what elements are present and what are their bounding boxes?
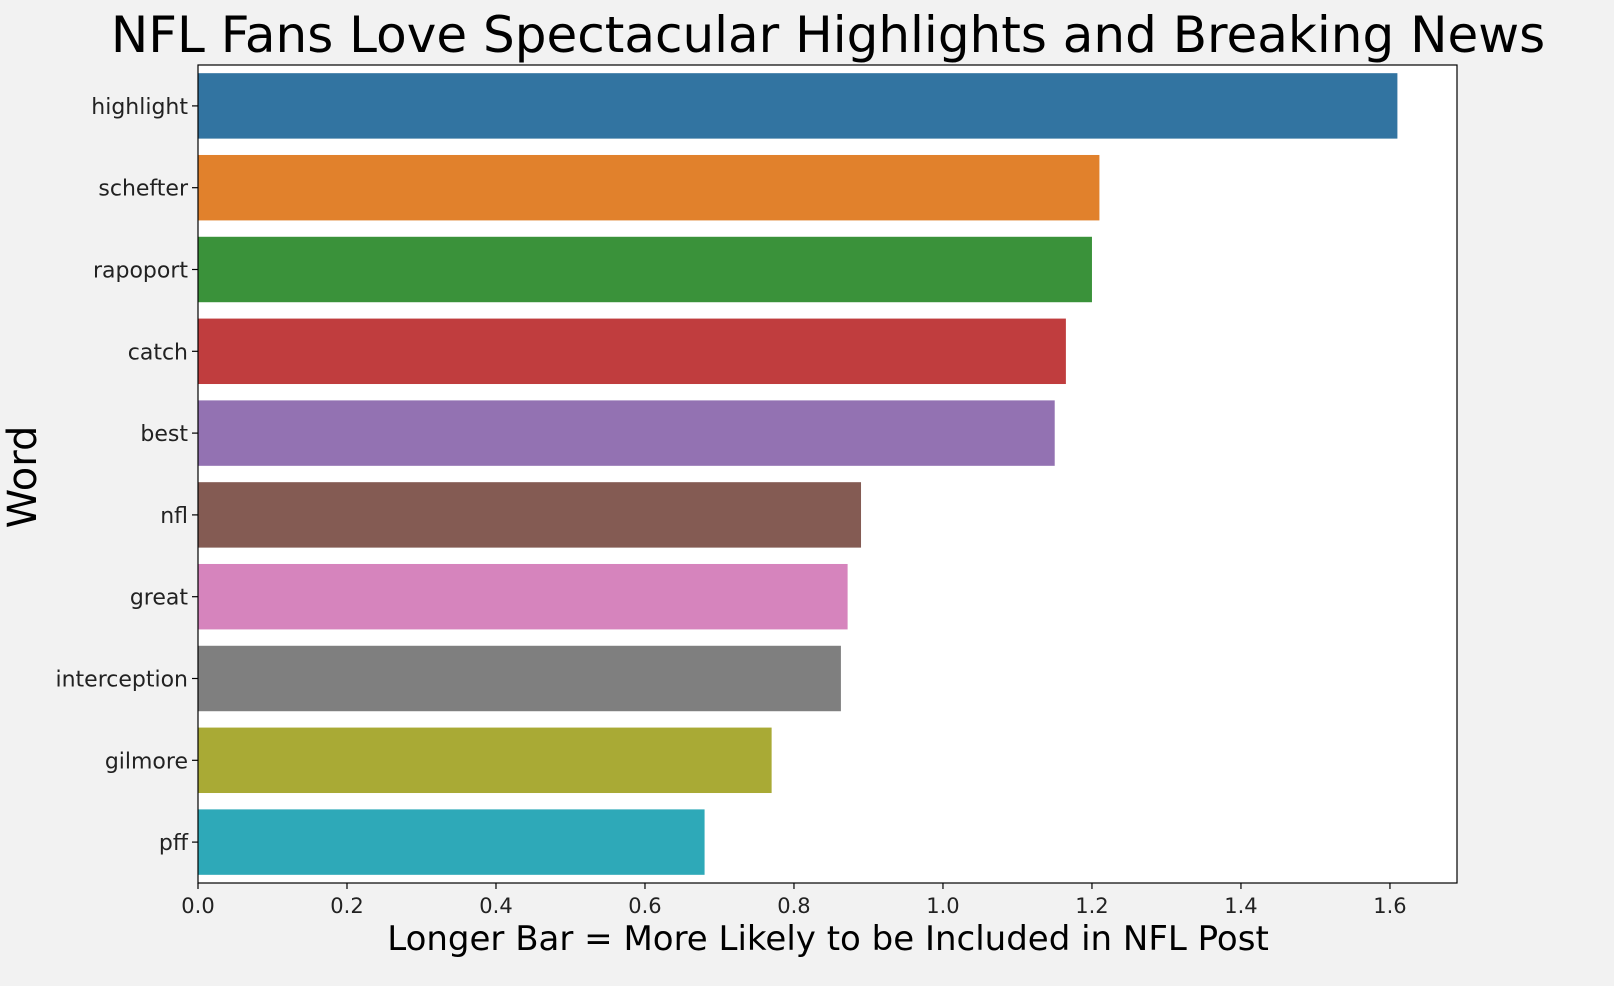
y-tick-label: interception — [55, 668, 188, 693]
bar-interception — [198, 645, 841, 712]
y-tick-label: pff — [159, 831, 189, 856]
bar-best — [198, 400, 1055, 466]
chart-title: NFL Fans Love Spectacular Highlights and… — [111, 6, 1545, 64]
x-tick-label: 1.6 — [1373, 894, 1406, 918]
bar-catch — [198, 318, 1066, 385]
bar-rapoport — [198, 236, 1092, 303]
y-tick-label: catch — [128, 340, 188, 365]
bars-group — [198, 73, 1398, 875]
bar-schefter — [198, 154, 1100, 221]
x-axis-label: Longer Bar = More Likely to be Included … — [387, 919, 1269, 959]
y-axis-label: Word — [0, 426, 46, 529]
x-tick-label: 0.4 — [479, 894, 512, 918]
y-tick-label: best — [140, 422, 188, 447]
bar-great — [198, 563, 848, 630]
y-ticks-group: highlight schefter rapoport catch best nfl gre… — [55, 95, 198, 856]
bar-nfl — [198, 482, 862, 548]
x-tick-label: 0.0 — [181, 894, 214, 918]
x-tick-label: 0.2 — [330, 894, 363, 918]
y-tick-label: rapoport — [93, 259, 188, 284]
x-ticks-group: 0.0 0.2 0.4 0.6 0.8 1.0 1.2 1.4 1.6 — [181, 883, 1407, 918]
bar-pff — [198, 809, 705, 875]
plot-frame — [197, 64, 1458, 884]
bar-gilmore — [198, 727, 772, 794]
bar-highlight — [198, 73, 1398, 139]
x-tick-label: 0.8 — [777, 894, 810, 918]
y-tick-label: highlight — [91, 95, 188, 120]
y-tick-label: schefter — [98, 177, 189, 202]
y-tick-label: gilmore — [105, 749, 188, 774]
x-tick-label: 1.2 — [1075, 894, 1108, 918]
x-tick-label: 0.6 — [628, 894, 661, 918]
y-tick-label: nfl — [160, 504, 188, 529]
x-tick-label: 1.4 — [1224, 894, 1257, 918]
y-tick-label: great — [130, 586, 189, 611]
x-tick-label: 1.0 — [926, 894, 959, 918]
